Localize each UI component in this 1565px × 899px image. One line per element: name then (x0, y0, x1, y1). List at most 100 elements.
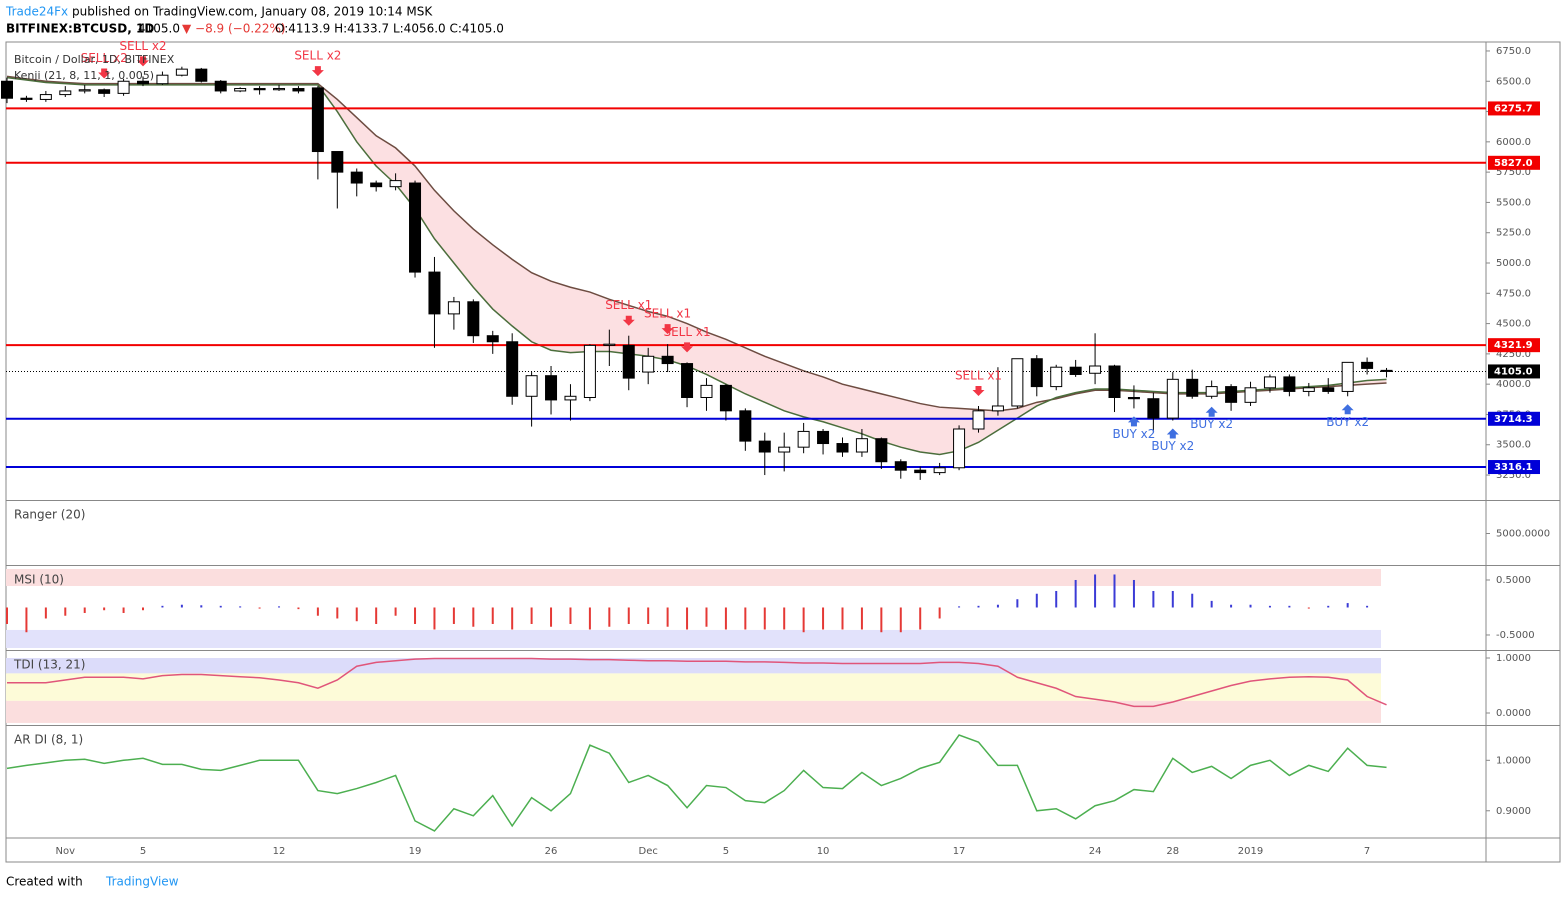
candle-body (661, 355, 674, 365)
y-tick-label: 4250.0 (1496, 349, 1531, 360)
last-label: 4105.0 (1494, 366, 1533, 377)
candle-body (855, 438, 868, 453)
level-tag (1488, 155, 1540, 170)
level-tag (1488, 411, 1540, 426)
candle-body (894, 461, 907, 471)
candle-body (486, 335, 499, 343)
candle-body (1380, 369, 1393, 372)
sell-label: SELL x1 (605, 298, 652, 312)
x-tick-label: 7 (1364, 846, 1370, 857)
candle-body (622, 344, 635, 379)
candle-body (603, 343, 616, 346)
candle-body (117, 80, 130, 94)
candle-body (1089, 365, 1102, 374)
symbol: BITFINEX:BTCUSD, 1D (6, 22, 154, 36)
candle-body (1108, 365, 1121, 398)
candle-body (1166, 378, 1179, 419)
buy-arrow (1166, 428, 1179, 439)
candle-body (1302, 387, 1315, 392)
sell-arrow (681, 342, 694, 353)
candle-body (1283, 376, 1296, 392)
x-tick-label: 26 (545, 846, 558, 857)
candle-body (1, 80, 13, 99)
publisher[interactable]: Trade24Fx (5, 5, 68, 19)
x-tick-label: 24 (1089, 846, 1102, 857)
candle-body (1341, 361, 1354, 392)
x-tick-label: 17 (953, 846, 966, 857)
candle-body (506, 341, 519, 397)
level-label: 6275.7 (1494, 103, 1533, 114)
candle-body (836, 443, 849, 453)
tdi-mid-zone (6, 673, 1381, 701)
y-tick-label: 5000.0000 (1496, 529, 1550, 540)
msi-lower-zone (6, 629, 1381, 648)
panel-title: MSI (10) (14, 573, 64, 587)
candle-body (719, 384, 732, 412)
candle-body (583, 344, 596, 398)
candle-body (1263, 376, 1276, 389)
level-tag (1488, 101, 1540, 116)
candle-body (972, 410, 985, 430)
candle-body (234, 88, 247, 92)
candle-body (98, 89, 111, 94)
candle-body (642, 355, 655, 373)
candle-body (467, 301, 480, 337)
y-tick-label: 1.0000 (1496, 755, 1531, 766)
candle-body (137, 80, 150, 85)
candle-body (1147, 398, 1160, 419)
y-tick-label: 0.0000 (1496, 708, 1531, 719)
panel-title: Ranger (20) (14, 508, 85, 522)
kenji-line (6, 76, 1387, 456)
level-label: 3714.3 (1494, 414, 1533, 425)
x-tick-label: 12 (273, 846, 286, 857)
y-tick-label: 0.9000 (1496, 806, 1531, 817)
buy-label: BUY x2 (1190, 417, 1233, 431)
y-tick-label: 3250.0 (1496, 470, 1531, 481)
y-tick-label: 6000.0 (1496, 137, 1531, 148)
sell-arrow (972, 385, 985, 396)
brand[interactable]: TradingView (105, 875, 179, 889)
buy-arrow (1341, 404, 1354, 415)
kenji-line (6, 75, 1387, 412)
candle-body (817, 430, 830, 445)
candle-body (389, 180, 402, 188)
candle-body (253, 88, 266, 91)
candle-body (39, 94, 52, 100)
tdi-lower-zone (6, 700, 1381, 723)
y-tick-label: 5000.0 (1496, 258, 1531, 269)
candle-body (1069, 366, 1082, 375)
x-tick-label: 28 (1166, 846, 1179, 857)
tdi-upper-zone (6, 657, 1381, 674)
candle-body (564, 395, 577, 401)
frame (5, 41, 1561, 863)
sell-arrow (311, 66, 324, 77)
candle-body (292, 88, 305, 92)
candle-body (409, 182, 422, 273)
level-label: 4321.9 (1494, 340, 1533, 351)
candle-body (214, 80, 227, 92)
candle-body (331, 151, 344, 173)
candle-body (447, 301, 460, 315)
candle-body (525, 375, 538, 397)
last-tag (1488, 364, 1540, 379)
candle-body (1244, 387, 1257, 403)
y-tick-label: 6750.0 (1496, 46, 1531, 57)
candle-body (311, 87, 324, 153)
ohlc: O:4113.9 H:4133.7 L:4056.0 C:4105.0 (275, 22, 504, 36)
candle-body (1186, 378, 1199, 397)
candle-body (739, 410, 752, 442)
y-tick-label: 4000.0 (1496, 379, 1531, 390)
candle-body (1050, 366, 1063, 388)
y-tick-label: 5750.0 (1496, 167, 1531, 178)
candle-body (78, 89, 91, 92)
y-tick-label: 4500.0 (1496, 319, 1531, 330)
candle-body (797, 430, 810, 448)
candle-body (700, 384, 713, 398)
candle-body (953, 428, 966, 469)
sell-label: SELL x2 (81, 51, 128, 65)
candle-body (273, 88, 286, 91)
candle-body (195, 68, 208, 82)
x-tick-label: 10 (817, 846, 830, 857)
sell-label: SELL x2 (294, 49, 341, 63)
sell-arrow (137, 56, 150, 67)
